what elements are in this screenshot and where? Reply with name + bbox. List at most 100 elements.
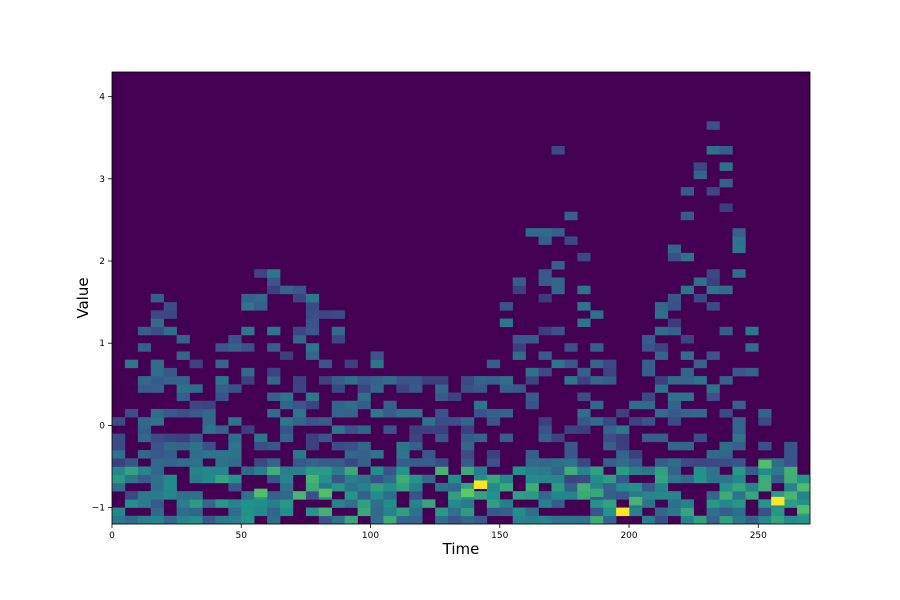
heatmap-cell xyxy=(318,417,333,426)
heatmap-cell xyxy=(706,450,720,459)
heatmap-cell xyxy=(538,228,552,237)
heatmap-cell xyxy=(551,285,565,295)
heatmap-cell xyxy=(189,384,203,393)
heatmap-cell xyxy=(448,392,462,402)
heatmap-cell xyxy=(473,376,488,385)
heatmap-cell xyxy=(124,515,139,525)
heatmap-cell xyxy=(719,441,733,451)
heatmap-cell xyxy=(564,450,578,459)
heatmap-cell xyxy=(512,507,526,517)
heatmap-hot-cell xyxy=(318,488,333,498)
heatmap-cell xyxy=(551,499,565,508)
heatmap-cell xyxy=(667,326,682,336)
heatmap-cell xyxy=(784,458,798,467)
heatmap-cell xyxy=(486,417,501,426)
heatmap-cell xyxy=(448,499,462,508)
heatmap-cell xyxy=(551,466,565,475)
heatmap-cell xyxy=(719,450,733,459)
heatmap-cell xyxy=(305,343,320,352)
heatmap-cell xyxy=(525,482,539,492)
heatmap-cell xyxy=(396,482,410,492)
heatmap-cell xyxy=(409,441,423,451)
heatmap-cell xyxy=(331,515,345,525)
heatmap-cell xyxy=(189,441,203,451)
heatmap-cell xyxy=(680,376,694,385)
heatmap-cell xyxy=(499,318,514,328)
heatmap-cell xyxy=(719,326,733,336)
heatmap-cell xyxy=(124,499,139,508)
heatmap-cell xyxy=(486,450,501,459)
heatmap-cell xyxy=(435,425,449,434)
heatmap-hot-cell xyxy=(758,459,772,469)
heatmap-cell xyxy=(629,491,643,500)
heatmap-cell xyxy=(305,318,320,328)
heatmap-cell xyxy=(693,515,707,525)
heatmap-cell xyxy=(706,491,720,500)
heatmap-cell xyxy=(706,384,720,393)
heatmap-cell xyxy=(318,310,333,319)
heatmap-cell xyxy=(706,499,720,508)
heatmap-cell xyxy=(137,515,152,525)
heatmap-cell xyxy=(150,326,165,336)
heatmap-cell xyxy=(215,515,229,525)
heatmap-cell xyxy=(732,491,746,500)
heatmap-cell xyxy=(267,499,281,508)
heatmap-cell xyxy=(189,400,203,410)
heatmap-cell xyxy=(228,433,242,443)
heatmap-cell xyxy=(396,515,410,525)
heatmap-cell xyxy=(344,499,358,508)
heatmap-cell xyxy=(499,482,514,492)
heatmap-cell xyxy=(280,491,294,500)
heatmap-cell xyxy=(577,252,591,262)
x-tick-label: 250 xyxy=(750,531,767,541)
heatmap-cell xyxy=(137,433,152,443)
heatmap-cell xyxy=(706,277,720,286)
heatmap-cell xyxy=(202,400,216,410)
heatmap-cell xyxy=(512,285,526,295)
heatmap-cell xyxy=(706,515,720,525)
heatmap-cell xyxy=(318,466,333,475)
heatmap-cell xyxy=(512,351,526,360)
heatmap-cell xyxy=(538,515,552,525)
heatmap-cell xyxy=(383,466,397,475)
heatmap-cell xyxy=(189,491,203,500)
heatmap-cell xyxy=(732,244,746,254)
heatmap-cell xyxy=(577,392,591,402)
heatmap-cell xyxy=(641,466,656,475)
heatmap-cell xyxy=(680,499,694,508)
heatmap-cell xyxy=(680,507,694,517)
heatmap-cell xyxy=(344,491,358,500)
heatmap-cell xyxy=(370,450,384,459)
heatmap-cell xyxy=(745,367,759,377)
heatmap-cell xyxy=(680,187,694,196)
heatmap-cell xyxy=(435,482,449,492)
heatmap-cell xyxy=(654,491,669,500)
heatmap-cell xyxy=(461,433,475,443)
heatmap-cell xyxy=(254,441,268,451)
heatmap-cell xyxy=(292,400,307,410)
heatmap-cell xyxy=(163,515,177,525)
heatmap-cell xyxy=(409,515,423,525)
heatmap-cell xyxy=(667,458,682,467)
heatmap-cell xyxy=(758,507,772,517)
heatmap-cell xyxy=(538,425,552,434)
heatmap-cell xyxy=(305,441,320,451)
heatmap-cell xyxy=(176,515,190,525)
x-tick-label: 100 xyxy=(362,531,379,541)
heatmap-cell xyxy=(797,499,811,508)
heatmap-cell xyxy=(202,515,216,525)
heatmap-cell xyxy=(654,302,669,311)
heatmap-cell xyxy=(603,417,617,426)
heatmap-cell xyxy=(267,326,281,336)
heatmap-cell xyxy=(305,302,320,311)
heatmap-cell xyxy=(357,392,371,402)
heatmap-cell xyxy=(629,458,643,467)
heatmap-cell xyxy=(344,359,358,369)
heatmap-cell xyxy=(538,236,552,245)
heatmap-cell xyxy=(150,318,165,328)
heatmap-cell xyxy=(331,425,345,434)
heatmap-cell xyxy=(732,417,746,426)
heatmap-cell xyxy=(305,392,320,402)
heatmap-cell xyxy=(719,474,733,484)
heatmap-cell xyxy=(357,376,371,385)
